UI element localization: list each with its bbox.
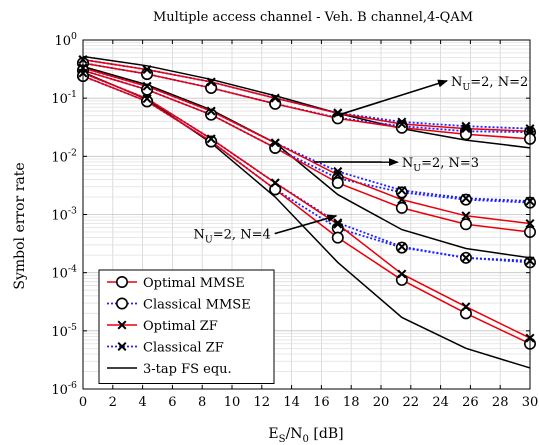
marker-optimal-mmse-group-2 [141, 83, 154, 96]
x-tick-label: 20 [373, 395, 390, 410]
x-tick-label: 10 [224, 395, 241, 410]
series-line-classical-zf-group-2 [82, 67, 531, 202]
y-tick-label: 10-6 [51, 380, 77, 398]
marker-optimal-zf-group-3 [270, 178, 280, 188]
legend-item: Classical ZF [107, 341, 224, 356]
y-tick-label: 10-1 [51, 89, 77, 107]
x-tick-label: 2 [109, 395, 117, 410]
x-axis-label: ES/N0 [dB] [268, 426, 343, 445]
legend-item: Optimal MMSE [107, 275, 245, 291]
marker-optimal-mmse-group-3 [331, 231, 344, 244]
annotations: NU=2, N=2 NU=2, N=3 NU=2, N=4 [194, 75, 529, 246]
marker-optimal-mmse-group-2 [205, 108, 218, 121]
annotation-label: NU=2, N=4 [194, 228, 271, 246]
legend-item: Classical MMSE [107, 297, 251, 313]
marker-optimal-zf-group-3 [461, 302, 471, 312]
legend-label: Classical MMSE [143, 298, 251, 313]
y-axis-label: Symbol error rate [12, 162, 28, 289]
x-tick-label: 30 [522, 395, 539, 410]
marker-optimal-zf-group-2 [206, 106, 216, 116]
marker-optimal-mmse-group-3 [141, 95, 154, 108]
series-line-optimal-zf-group-3 [82, 72, 531, 339]
legend-box [98, 269, 275, 384]
series-line-optimal-mmse-group-3 [82, 75, 531, 345]
annotation-label: NU=2, N=2 [451, 75, 528, 93]
marker-classical-zf-group-2 [461, 193, 471, 203]
marker-optimal-zf-group-3 [206, 134, 216, 144]
y-tick-label: 100 [55, 31, 78, 49]
legend-marker [117, 320, 127, 330]
legend-label: Optimal ZF [143, 319, 218, 334]
series-lines [82, 55, 531, 369]
legend-marker [116, 297, 129, 310]
annotation-arrow [336, 79, 448, 117]
grid [83, 40, 530, 390]
legend-item: Optimal ZF [107, 319, 218, 334]
marker-optimal-zf-group-2 [270, 138, 280, 148]
series-line-classical-mmse-group-2 [82, 69, 531, 204]
marker-optimal-mmse-group-2 [331, 176, 344, 189]
x-tick-label: 26 [462, 395, 479, 410]
marker-optimal-zf-group-2 [461, 211, 471, 221]
legend-marker [117, 341, 127, 352]
series-line-optimal-zf-group-2 [82, 67, 531, 225]
marker-optimal-zf-group-1 [270, 93, 280, 103]
legend-item: 3-tap FS equ. [107, 362, 232, 377]
x-tick-label: 28 [492, 395, 509, 410]
legend: Optimal MMSE Classical MMSE Optimal ZF Clas… [98, 269, 275, 384]
marker-optimal-mmse-group-2 [459, 218, 472, 231]
marker-classical-zf-group-3 [397, 242, 407, 252]
chart-title: Multiple access channel - Veh. B channel… [153, 10, 473, 25]
x-tick-label: 14 [283, 395, 300, 410]
marker-optimal-mmse-group-1 [395, 121, 408, 134]
marker-optimal-zf-group-1 [142, 65, 152, 75]
x-tick-label: 24 [432, 395, 449, 410]
marker-optimal-zf-group-1 [461, 124, 471, 134]
marker-optimal-mmse-group-2 [395, 201, 408, 214]
x-tick-label: 4 [138, 395, 146, 410]
marker-optimal-zf-group-1 [397, 119, 407, 129]
marker-optimal-zf-group-3 [142, 94, 152, 104]
x-tick-label: 8 [198, 395, 206, 410]
marker-optimal-mmse-group-3 [205, 135, 218, 148]
marker-optimal-mmse-group-3 [459, 307, 472, 320]
x-tick-label: 0 [79, 395, 87, 410]
series-line-optimal-mmse-group-1 [82, 62, 531, 140]
series-line-fs-equ-group-1 [82, 55, 531, 149]
annotation-label: NU=2, N=3 [402, 156, 479, 174]
legend-label: 3-tap FS equ. [143, 362, 232, 377]
marker-classical-zf-group-2 [397, 185, 407, 195]
marker-classical-zf-group-2 [333, 166, 343, 176]
marker-optimal-mmse-group-1 [459, 128, 472, 141]
marker-optimal-zf-group-2 [397, 195, 407, 205]
marker-optimal-zf-group-3 [397, 269, 407, 279]
legend-label: Optimal MMSE [143, 276, 245, 291]
y-tick-label: 10-2 [51, 147, 77, 165]
marker-optimal-mmse-group-1 [269, 97, 282, 110]
marker-optimal-zf-group-2 [142, 81, 152, 91]
legend-marker [116, 275, 129, 288]
series-line-fs-equ-group-2 [82, 65, 531, 259]
legend-label: Classical ZF [143, 341, 224, 356]
annotation-arrow [274, 214, 338, 235]
series-line-optimal-zf-group-1 [82, 58, 531, 132]
y-tick-label: 10-5 [51, 322, 77, 340]
series-line-fs-equ-group-3 [82, 71, 531, 369]
marker-classical-zf-group-1 [461, 121, 471, 131]
series-line-optimal-mmse-group-2 [82, 69, 531, 233]
y-tick-label: 10-3 [51, 206, 77, 224]
x-tick-label: 12 [254, 395, 271, 410]
x-tick-label: 6 [168, 395, 176, 410]
x-tick-label: 22 [403, 395, 420, 410]
marker-optimal-zf-group-2 [333, 170, 343, 180]
marker-classical-mmse-group-2 [395, 186, 408, 199]
x-tick-label: 18 [343, 395, 360, 410]
marker-optimal-zf-group-1 [206, 77, 216, 87]
axis-ticks: 0 2 4 6 8 10 12 14 16 18 20 22 24 26 28 3010010-110-210… [51, 31, 538, 410]
x-tick-label: 16 [313, 395, 330, 410]
marker-optimal-zf-group-1 [333, 108, 343, 118]
y-tick-label: 10-4 [51, 264, 77, 282]
marker-classical-zf-group-3 [461, 253, 471, 263]
